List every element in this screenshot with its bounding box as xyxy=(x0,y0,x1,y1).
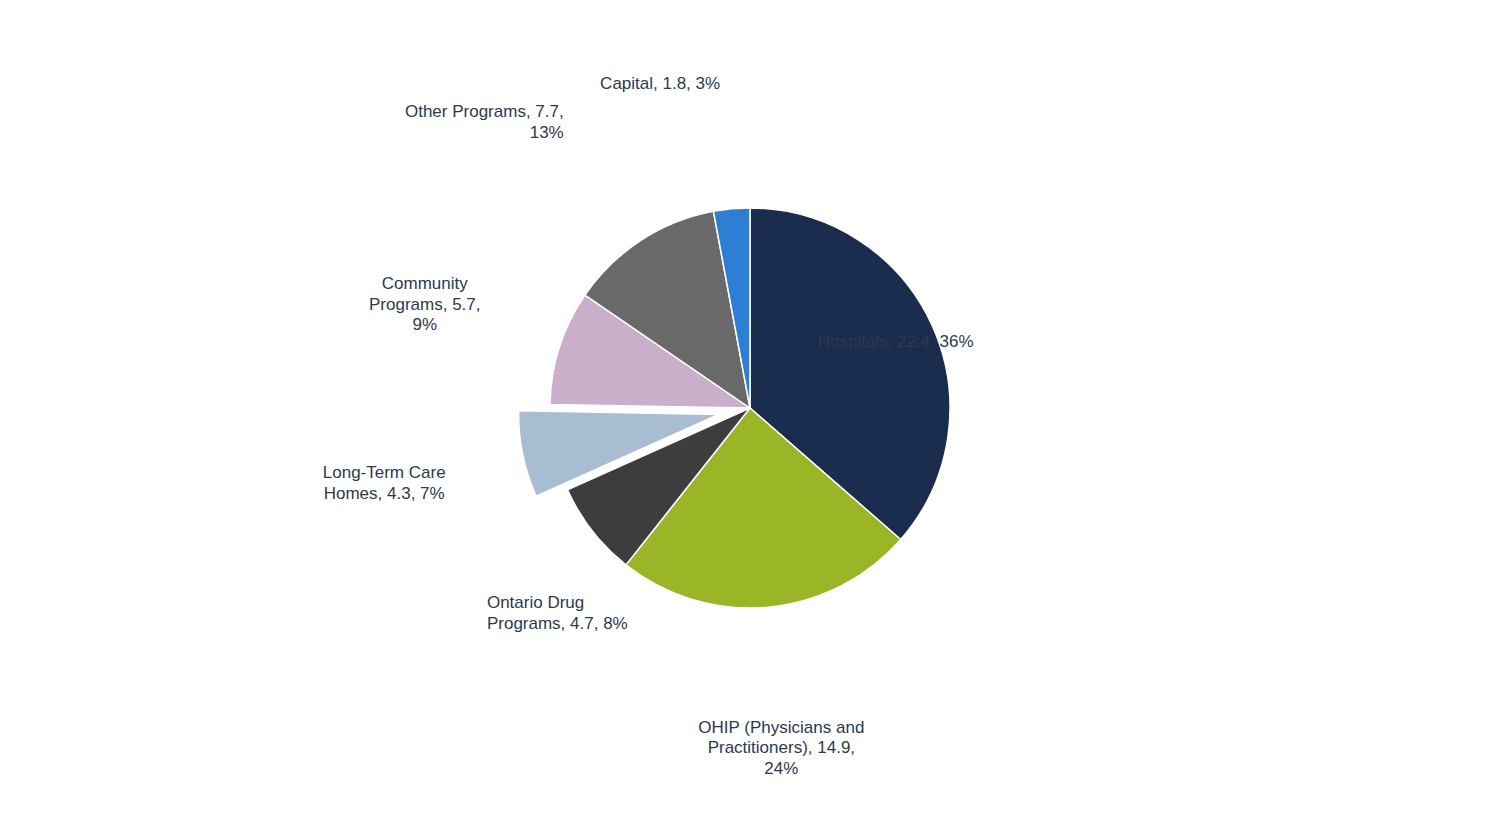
slice-label: Ontario Drug Programs, 4.7, 8% xyxy=(487,593,628,632)
slice-label-line: Ontario Drug xyxy=(487,593,584,612)
slice-label: Hospitals, 22.4, 36% xyxy=(818,332,974,351)
slice-label-line: OHIP (Physicians and xyxy=(698,718,864,737)
pie-slice xyxy=(713,208,750,408)
slice-label-line: Homes, 4.3, 7% xyxy=(324,484,445,503)
slice-label-line: Hospitals, 22.4, 36% xyxy=(818,332,974,351)
slice-label-line: Programs, 5.7, xyxy=(369,295,481,314)
slices xyxy=(519,208,950,608)
slice-label-line: 24% xyxy=(764,759,798,778)
slice-label: Long-Term Care Homes, 4.3, 7% xyxy=(323,463,446,502)
slice-label-line: Community xyxy=(382,274,468,293)
slice-label: Community Programs, 5.7,9% xyxy=(369,274,481,334)
slice-label-line: 13% xyxy=(530,123,564,142)
slice-label-line: Practitioners), 14.9, xyxy=(708,738,855,757)
pie: Hospitals, 22.4, 36% OHIP (Physicians and… xyxy=(323,74,974,777)
slice-label: OHIP (Physicians andPractitioners), 14.9… xyxy=(698,718,864,778)
slice-label-line: Capital, 1.8, 3% xyxy=(600,74,720,93)
chart: Hospitals, 22.4, 36% OHIP (Physicians and… xyxy=(0,0,1500,816)
slice-labels: Hospitals, 22.4, 36% OHIP (Physicians and… xyxy=(323,74,974,777)
slice-label: Capital, 1.8, 3% xyxy=(600,74,720,93)
slice-label-line: Long-Term Care xyxy=(323,463,446,482)
pie-slice xyxy=(519,411,719,496)
slice-label: Other Programs, 7.7, 13% xyxy=(405,102,564,141)
slice-label-line: Other Programs, 7.7, xyxy=(405,102,564,121)
slice-label-line: 9% xyxy=(412,315,437,334)
slice-label-line: Programs, 4.7, 8% xyxy=(487,614,628,633)
